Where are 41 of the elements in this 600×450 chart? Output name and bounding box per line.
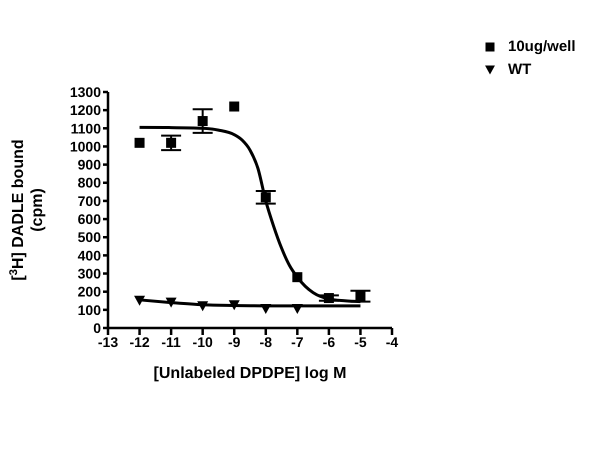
x-tick-label: -10: [192, 334, 213, 350]
y-tick-label: 400: [78, 247, 102, 264]
point: [228, 300, 240, 310]
point: [134, 296, 146, 306]
point: [355, 291, 366, 302]
y-tick-label: 900: [78, 156, 102, 173]
x-tick-label: -6: [322, 334, 336, 350]
x-tick-label: -4: [386, 334, 398, 350]
point: [134, 138, 145, 148]
y-tick-label: 300: [78, 266, 102, 282]
x-tick-label: -13: [98, 334, 118, 350]
x-tick-label: -11: [161, 334, 182, 350]
y-tick-label: 1200: [70, 102, 102, 118]
y-tick-label: 100: [78, 302, 102, 318]
point: [166, 298, 177, 308]
point: [260, 304, 272, 314]
y-tick-label: 700: [78, 192, 102, 209]
legend-label: WT: [508, 61, 532, 78]
y-tick-label: 600: [78, 211, 102, 228]
point: [292, 272, 302, 282]
y-tick-label: 0: [93, 320, 102, 336]
y-tick-label: 800: [78, 174, 102, 191]
x-tick-label: -7: [291, 334, 304, 350]
point: [197, 301, 208, 312]
x-tick-label: -9: [228, 334, 241, 350]
point: [324, 293, 334, 304]
x-tick-label: -8: [260, 334, 272, 350]
y-tick-label: 200: [78, 284, 102, 300]
point: [292, 304, 303, 314]
point: [198, 116, 208, 126]
y-tick-label: 500: [78, 229, 102, 246]
point: [166, 138, 176, 148]
point: [260, 192, 271, 202]
x-axis-title: [Unlabeled DPDPE] log M: [154, 365, 346, 382]
y-tick-label: 1300: [70, 84, 102, 100]
legend-label: 10ug/well: [508, 38, 576, 55]
point: [229, 102, 240, 112]
x-tick-label: -12: [129, 334, 150, 350]
y-tick-label: 1100: [70, 120, 102, 136]
y-tick-label: 1000: [70, 138, 102, 154]
x-tick-label: -5: [354, 334, 367, 350]
